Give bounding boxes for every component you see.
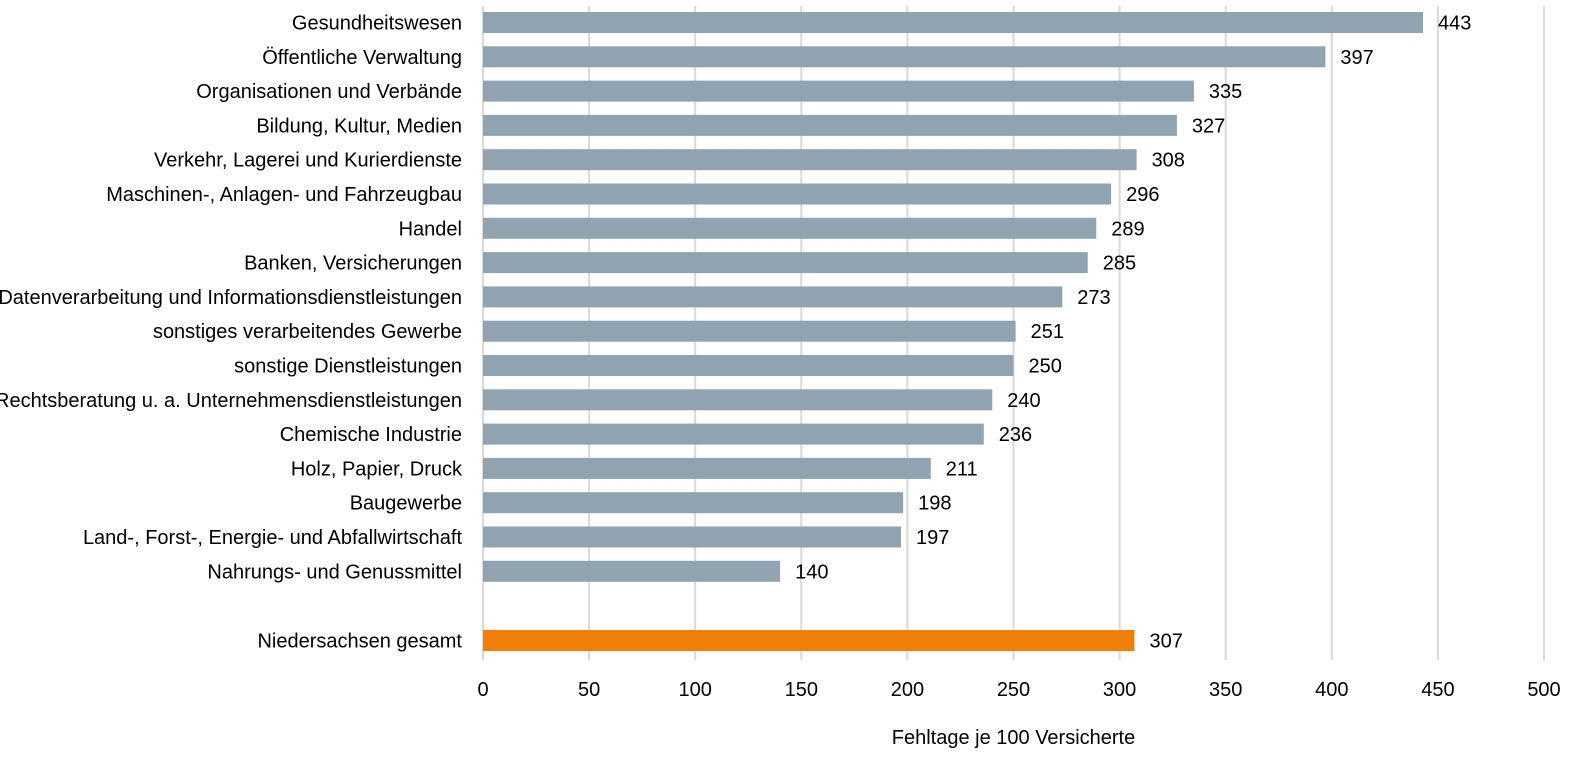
bar	[483, 114, 1177, 136]
value-label: 211	[946, 458, 978, 480]
category-label: sonstige Dienstleistungen	[234, 356, 462, 378]
total-bar	[483, 630, 1135, 651]
category-label: Chemische Industrie	[280, 424, 462, 446]
x-tick-label: 200	[891, 679, 924, 701]
x-tick-label: 150	[785, 679, 818, 701]
x-tick-label: 250	[997, 679, 1030, 701]
total-value-label: 307	[1149, 631, 1182, 653]
category-label: Banken, Versicherungen	[244, 253, 462, 275]
value-label: 327	[1192, 115, 1225, 137]
category-label: Handel	[399, 218, 462, 240]
labels: 0 50 100 150 200 250 300 350 400 450 500 Gesundheit…	[0, 13, 1561, 702]
value-label: 289	[1111, 218, 1144, 240]
x-tick-label: 500	[1527, 679, 1560, 701]
bar	[483, 423, 984, 445]
bars	[483, 12, 1424, 651]
x-tick-label: 300	[1103, 679, 1136, 701]
x-tick-label: 450	[1421, 679, 1454, 701]
value-label: 140	[795, 561, 828, 583]
bar	[483, 355, 1014, 376]
x-axis-title: Fehltage je 100 Versicherte	[892, 727, 1136, 749]
bar	[483, 217, 1097, 239]
value-label: 236	[999, 424, 1032, 446]
bar	[483, 252, 1088, 274]
value-label: 273	[1077, 287, 1110, 309]
category-label: Holz, Papier, Druck	[291, 458, 463, 480]
bar	[483, 12, 1424, 33]
bar	[483, 183, 1112, 205]
category-label: Land-, Forst-, Energie- und Abfallwirtsc…	[83, 527, 463, 549]
value-label: 198	[918, 493, 951, 515]
x-tick-label: 50	[578, 679, 600, 701]
bar	[483, 526, 902, 548]
category-label: Nahrungs- und Genussmittel	[207, 561, 462, 583]
category-label: Datenverarbeitung und Informationsdienst…	[0, 287, 462, 309]
value-label: 251	[1031, 321, 1064, 343]
bar	[483, 560, 781, 582]
category-label: Maschinen-, Anlagen- und Fahrzeugbau	[106, 184, 462, 206]
x-tick-label: 100	[679, 679, 712, 701]
bar	[483, 389, 993, 411]
bar	[483, 46, 1326, 68]
value-label: 250	[1029, 356, 1062, 378]
bar	[483, 80, 1194, 102]
value-label: 197	[916, 527, 949, 549]
category-label: Gesundheitswesen	[292, 13, 462, 35]
bar	[483, 320, 1016, 342]
category-label: Rechtsberatung u. a. Unternehmensdienstl…	[0, 390, 462, 412]
bar	[483, 492, 904, 514]
x-tick-label: 400	[1315, 679, 1348, 701]
value-label: 443	[1438, 13, 1471, 35]
x-tick-label: 350	[1209, 679, 1242, 701]
bar	[483, 286, 1063, 308]
value-label: 308	[1152, 150, 1185, 172]
category-label: sonstiges verarbeitendes Gewerbe	[153, 321, 462, 343]
value-label: 296	[1126, 184, 1159, 206]
bar	[483, 149, 1137, 171]
x-tick-label: 0	[477, 679, 488, 701]
value-label: 240	[1007, 390, 1040, 412]
category-label: Verkehr, Lagerei und Kurierdienste	[154, 150, 462, 172]
category-label: Öffentliche Verwaltung	[262, 47, 462, 69]
bar	[483, 457, 931, 479]
category-label: Organisationen und Verbände	[196, 81, 462, 103]
category-label: Bildung, Kultur, Medien	[256, 115, 462, 137]
category-label: Baugewerbe	[350, 493, 462, 515]
value-label: 397	[1340, 47, 1373, 69]
total-category-label: Niedersachsen gesamt	[257, 631, 462, 653]
value-label: 285	[1103, 253, 1136, 275]
value-label: 335	[1209, 81, 1242, 103]
